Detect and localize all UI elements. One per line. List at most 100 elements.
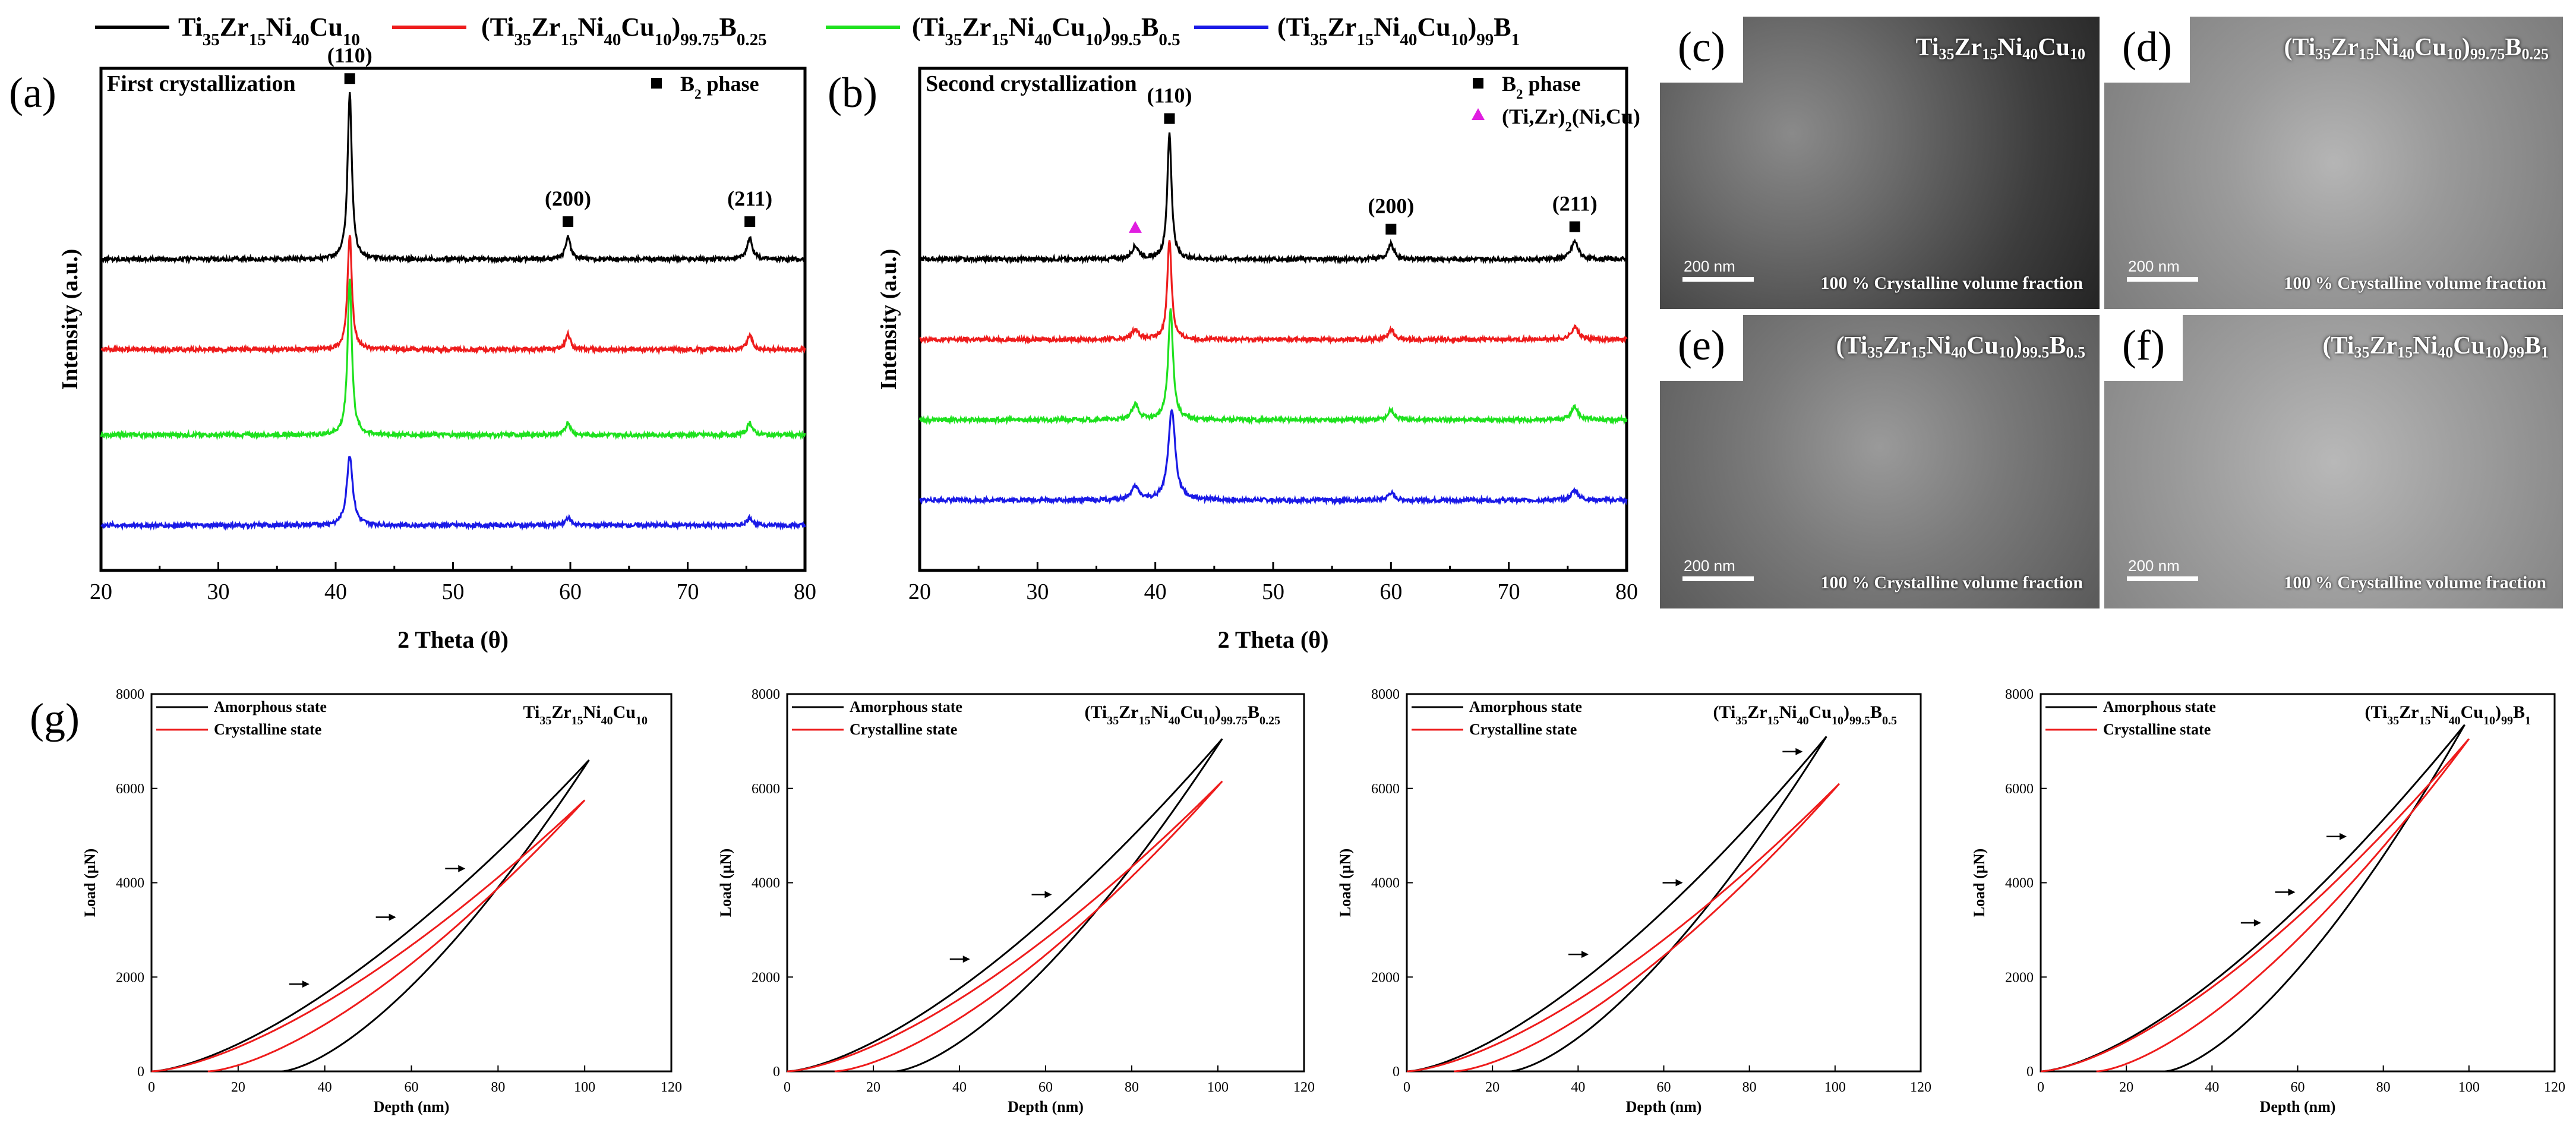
text-run: Zr — [2331, 34, 2359, 61]
text-run: ) — [672, 12, 681, 42]
x-tick-label: 60 — [2291, 1080, 2305, 1095]
x-tick-label: 20 — [1485, 1080, 1499, 1095]
series-line-3 — [918, 408, 1628, 506]
x-tick-label: 40 — [1144, 579, 1167, 604]
peak-label: (211) — [1552, 192, 1598, 216]
plot-frame — [786, 693, 1305, 1073]
subscript: 35 — [945, 30, 962, 49]
x-axis-label: Depth (nm) — [2260, 1098, 2336, 1115]
scale-bar — [1682, 277, 1754, 282]
y-axis-label: Intensity (a.u.) — [876, 249, 901, 390]
subscript: 40 — [2438, 343, 2454, 361]
subscript: 99 — [2501, 714, 2513, 727]
series-line-2 — [100, 278, 806, 441]
load-depth-chart-g2: 0 20 40 60 80 100 120 0 2000 4000 6000 8000 Depth (n… — [717, 687, 1315, 1115]
b2-marker — [1164, 113, 1175, 124]
subscript: 40 — [1400, 30, 1417, 49]
legend-label: (Ti35Zr15Ni40Cu10)99.5B0.5 — [912, 12, 1180, 49]
text-run: phase — [702, 72, 759, 96]
subscript: 15 — [560, 30, 577, 49]
x-tick-label: 100 — [1824, 1080, 1846, 1095]
scale-bar — [2127, 576, 2198, 581]
subscript: 2 — [1516, 87, 1523, 102]
text-run: (Ti — [2322, 332, 2354, 360]
text-run: Zr — [551, 702, 571, 722]
legend-label: Amorphous state — [214, 698, 327, 715]
subscript: 35 — [539, 714, 551, 727]
text-run: Ti — [178, 12, 203, 42]
subscript: 40 — [604, 30, 621, 49]
text-run: Ni — [266, 12, 292, 42]
text-run: (Ti — [1836, 332, 1868, 360]
top-legend: Ti35Zr15Ni40Cu10 (Ti35Zr15Ni40Cu10)99.75B… — [95, 12, 1520, 49]
x-tick-label: 30 — [207, 579, 230, 604]
legend-label: Amorphous state — [2103, 698, 2216, 715]
legend-label: Ti35Zr15Ni40Cu10 — [178, 12, 360, 49]
panel-label: (e) — [1660, 315, 1743, 381]
peak-label: (110) — [327, 43, 372, 67]
x-tick-label: 60 — [1038, 1080, 1053, 1095]
pop-in-arrowhead — [2253, 919, 2261, 926]
text-run: (Ti — [912, 12, 945, 42]
text-run: (Ti,Zr) — [1502, 105, 1565, 128]
text-run: Ni — [1374, 12, 1400, 42]
x-tick-label: 20 — [908, 579, 931, 604]
subscript: 15 — [572, 714, 583, 727]
text-run: Cu — [1809, 702, 1832, 722]
x-axis-label: 2 Theta (θ) — [1218, 626, 1329, 653]
panel-label: (a) — [9, 69, 56, 116]
b2-marker — [344, 73, 355, 84]
text-run: (Ti — [1085, 702, 1107, 722]
text-run: Ni — [2374, 34, 2400, 61]
text-run: Zr — [1954, 34, 1982, 61]
series-line-0 — [100, 92, 806, 265]
x-tick-label: 120 — [1293, 1080, 1315, 1095]
series-curve-0 — [2040, 724, 2465, 1073]
xrd-chart-b: 20 30 40 50 60 70 80 2 Theta (θ) Intensity (a.u.… — [828, 67, 1640, 653]
text-run: B — [1502, 72, 1516, 96]
scale-label: 200 nm — [1684, 557, 1735, 575]
subscript: 99.75 — [2470, 45, 2505, 63]
subscript: 35 — [1867, 343, 1883, 361]
subscript: 15 — [1356, 30, 1374, 49]
text-run: Cu — [1180, 702, 1203, 722]
subscript: 1 — [1511, 30, 1520, 49]
x-tick-label: 60 — [559, 579, 582, 604]
phase-marker-triangle — [1128, 220, 1142, 233]
subscript: 0.25 — [1259, 714, 1280, 727]
tem-title: Ti35Zr15Ni40Cu10 — [1916, 33, 2085, 64]
plot-frame — [918, 67, 1628, 572]
panel-label: (f) — [2104, 315, 2183, 381]
text-run: Cu — [1052, 12, 1085, 42]
subscript: 10 — [1451, 30, 1468, 49]
panel-label: (g) — [30, 695, 80, 742]
y-tick-label: 8000 — [1371, 687, 1400, 702]
x-tick-label: 0 — [1403, 1080, 1410, 1095]
text-run: Zr — [1327, 12, 1356, 42]
text-run: ) — [1468, 12, 1477, 42]
x-tick-label: 80 — [1742, 1080, 1757, 1095]
tem-caption: 100 % Crystalline volume fraction — [1820, 273, 2083, 293]
plot-frame — [150, 693, 673, 1073]
series-line-2 — [918, 308, 1628, 425]
text-run: B — [1494, 12, 1511, 42]
text-run: Ti — [523, 702, 540, 722]
pop-in-arrowhead — [1044, 891, 1052, 898]
x-tick-label: 40 — [1571, 1080, 1585, 1095]
y-tick-label: 6000 — [1371, 781, 1400, 797]
text-run: ) — [1215, 702, 1221, 722]
subscript: 15 — [1911, 343, 1927, 361]
subscript: 10 — [2446, 45, 2462, 63]
x-tick-label: 60 — [1657, 1080, 1671, 1095]
subscript: 0.25 — [737, 30, 767, 49]
peak-label: (200) — [1368, 194, 1414, 218]
text-run: (Ti — [1277, 12, 1310, 42]
subscript: 15 — [2419, 714, 2431, 727]
series-curve-0 — [1406, 736, 1827, 1073]
load-depth-chart-g3: 0 20 40 60 80 100 120 0 2000 4000 6000 8000 Depth (n… — [1337, 687, 1931, 1115]
text-run: Cu — [2038, 34, 2070, 61]
chart-title: First crystallization — [107, 71, 296, 96]
chart-title: Ti35Zr15Ni40Cu10 — [523, 702, 648, 727]
text-run: Cu — [1966, 332, 1999, 360]
x-tick-label: 50 — [442, 579, 465, 604]
